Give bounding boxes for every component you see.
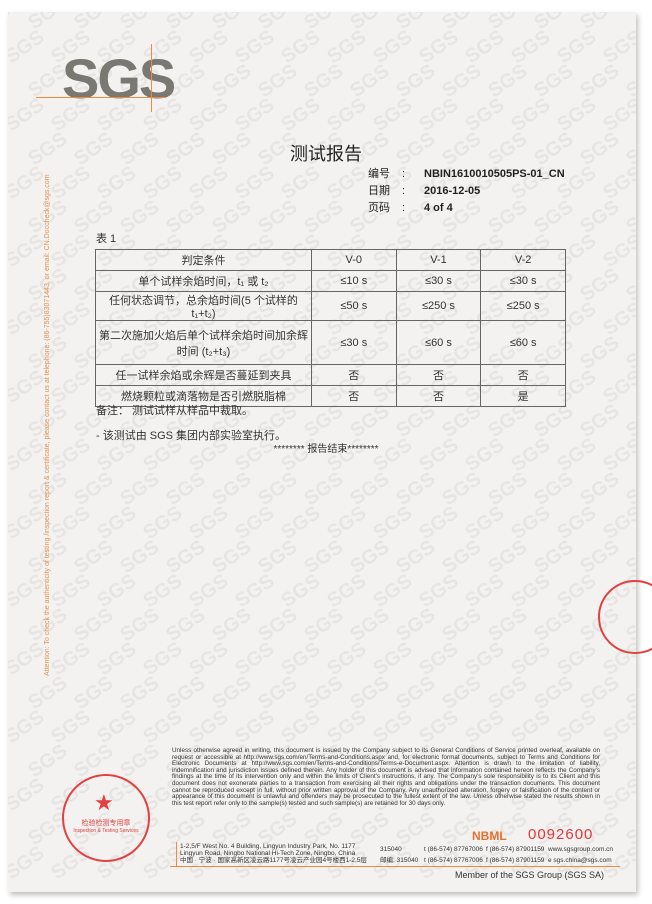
logo-rule — [36, 97, 166, 98]
header-cell: 判定条件 — [95, 249, 312, 271]
lab-statement: - 该测试由 SGS 集团内部实验室执行。 — [96, 430, 287, 442]
footer-rule — [170, 866, 620, 867]
email: e sgs.china@sgs.com — [548, 857, 612, 864]
authenticity-notice: Attention: To check the authenticity of … — [44, 174, 51, 676]
meta-value: NBIN1610010505PS-01_CN — [424, 168, 565, 180]
table-cell: ≤10 s — [310, 270, 397, 292]
stamp-subtext: Inspection & Testing Services — [73, 828, 139, 834]
fax-cn: f (86-574) 87901159 — [486, 857, 545, 864]
criteria-table: 判定条件 V-0 V-1 V-2 单个试样余焰时间，t₁ 或 t₂ ≤10 s ≤30 s ≤… — [95, 249, 566, 407]
nbml-code: NBML — [472, 829, 507, 843]
star-icon: ★ — [94, 790, 114, 815]
table-row: 任一试样余焰或余辉是否蔓延到夹具否否否 — [95, 364, 566, 386]
table-cell: ≤60 s — [395, 320, 482, 365]
table-cell: 否 — [395, 364, 482, 386]
meta-key: 日期 — [368, 185, 390, 197]
table-cell: ≤30 s — [480, 270, 566, 292]
report-number: 编号: NBIN1610010505PS-01_CN — [368, 165, 565, 181]
postcode-cn: 邮编: 315040 — [380, 857, 419, 864]
address-rule — [176, 842, 177, 866]
table-cell: ≤50 s — [310, 291, 397, 321]
table-cell: ≤30 s — [395, 270, 482, 292]
table-cell: 否 — [480, 364, 566, 386]
table-caption: 表 1 — [96, 233, 117, 245]
watermark-mark: SGS — [8, 773, 49, 817]
table-row: 单个试样余焰时间，t₁ 或 t₂ ≤10 s ≤30 s ≤30 s — [95, 270, 566, 292]
table-cell: 任一试样余焰或余辉是否蔓延到夹具 — [95, 364, 312, 386]
watermark-mark: SGS — [8, 841, 49, 885]
watermark-mark: SGS — [8, 93, 49, 137]
sgs-logo: SGS — [62, 47, 176, 110]
table-row: 第二次施加火焰后单个试样余焰时间加余辉时间 (t₂+t₃) ≤30 s ≤60 s ≤… — [95, 320, 566, 365]
address-en: 1-2,5/F West No. 4 Building, Lingyun Ind… — [180, 843, 356, 857]
watermark-mark: SGS — [8, 705, 49, 749]
table-cell: 否 — [310, 385, 397, 407]
table-cell: 否 — [395, 385, 482, 407]
end-of-report: ******** 报告结束******** — [273, 444, 379, 455]
stamp-text: 检验检测专用章 — [81, 820, 131, 827]
report-date: 日期:2016-12-05 — [368, 182, 480, 198]
document-page: SGS SGS SGS SGS SGS SGS SGS SGS SGS SGS SGS SGS SGS S… — [8, 12, 636, 892]
report-title: 测试报告 — [290, 144, 362, 164]
meta-value: 4 of 4 — [424, 202, 453, 214]
watermark-mark: SGS — [8, 25, 49, 69]
table-cell: 燃烧颗粒或滴落物是否引燃脱脂棉 — [95, 385, 312, 407]
telephone: t (86-574) 87767006 — [424, 846, 483, 853]
table-cell: 任何状态调节，总余焰时间(5 个试样的 t₁+t₂) — [95, 291, 312, 321]
table-cell: 否 — [310, 364, 397, 386]
table-cell: ≤60 s — [480, 320, 566, 365]
table-cell: ≤250 s — [395, 291, 482, 321]
logo-rule-vertical — [151, 44, 152, 112]
table-cell: ≤250 s — [480, 291, 566, 321]
table-row: 任何状态调节，总余焰时间(5 个试样的 t₁+t₂) ≤50 s ≤250 s ≤25… — [95, 291, 566, 321]
terms-text: Unless otherwise agreed in writing, this… — [172, 747, 600, 807]
meta-key: 编号 — [368, 168, 390, 180]
member-statement: Member of the SGS Group (SGS SA) — [455, 870, 605, 880]
header-cell: V-0 — [310, 249, 397, 271]
meta-key: 页码 — [368, 202, 390, 214]
website: www.sgsgroup.com.cn — [548, 846, 614, 853]
report-page: 页码:4 of 4 — [368, 199, 453, 215]
header-cell: V-2 — [480, 249, 566, 271]
table-header: 判定条件 V-0 V-1 V-2 — [95, 249, 566, 271]
table-row: 燃烧颗粒或滴落物是否引燃脱脂棉否否是 — [95, 385, 566, 407]
note: 备注： 测试试样从样品中裁取。 — [96, 405, 254, 417]
fax: f (86-574) 87901159 — [486, 846, 545, 853]
official-stamp: ★ 检验检测专用章 Inspection & Testing Services — [62, 774, 150, 862]
telephone-cn: t (86-574) 87767006 — [424, 857, 483, 864]
address-cn: 中国 · 宁波 · 国家高新区凌云路1177号凌云产业园4号楼西1-2,5层 — [180, 857, 367, 864]
table-cell: ≤30 s — [310, 320, 397, 365]
table-cell: 第二次施加火焰后单个试样余焰时间加余辉时间 (t₂+t₃) — [95, 320, 312, 365]
header-cell: V-1 — [395, 249, 482, 271]
table-cell: 是 — [480, 385, 566, 407]
meta-value: 2016-12-05 — [424, 185, 481, 197]
postcode: 315040 — [380, 846, 402, 853]
serial-number: 0092600 — [528, 826, 594, 843]
table-cell: 单个试样余焰时间，t₁ 或 t₂ — [95, 270, 312, 292]
